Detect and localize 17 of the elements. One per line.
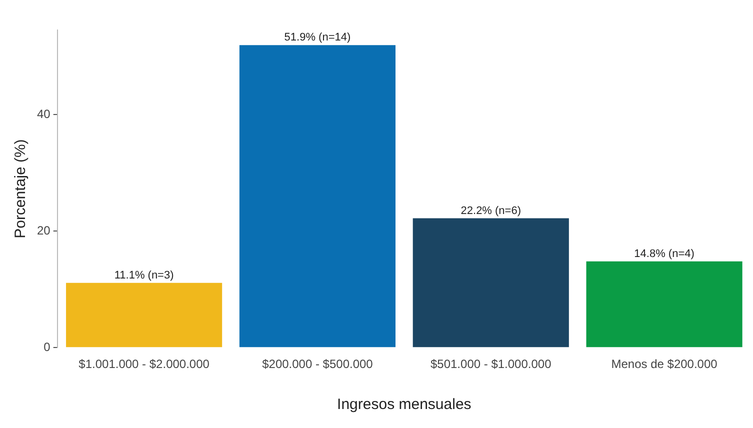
y-tick-label: 40: [36, 106, 51, 121]
data-label: 11.1% (n=3): [114, 269, 174, 282]
y-axis-title: Porcentaje (%): [12, 139, 30, 238]
x-tick-label: $1.001.000 - $2.000.000: [78, 357, 210, 372]
data-label: 14.8% (n=4): [634, 248, 694, 260]
y-tick-label: 20: [36, 223, 51, 238]
bar: [412, 218, 569, 348]
bar: [586, 261, 742, 348]
x-axis-title: Ingresos mensuales: [337, 396, 472, 414]
x-tick-label: Menos de $200.000: [611, 357, 718, 372]
y-tick-label: 0: [44, 340, 51, 354]
data-label: 51.9% (n=14): [284, 32, 351, 44]
x-tick-label: $200.000 - $500.000: [262, 357, 374, 372]
data-label: 22.2% (n=6): [460, 204, 521, 217]
bar: [66, 282, 222, 348]
bar: [239, 45, 396, 348]
x-tick-label: $501.000 - $1.000.000: [430, 357, 552, 372]
